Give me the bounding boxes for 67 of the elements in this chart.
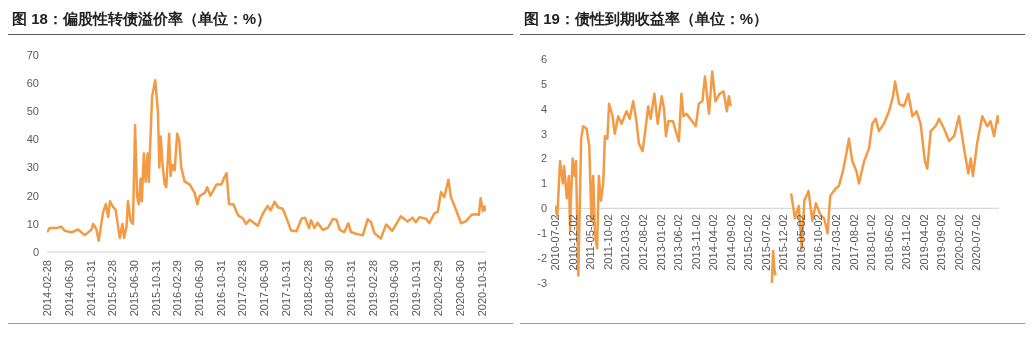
y-tick-label: 4 bbox=[540, 102, 547, 115]
x-tick-label: 2011-10-02 bbox=[601, 214, 614, 270]
x-tick-label: 2018-10-31 bbox=[345, 260, 358, 317]
x-tick-label: 2020-02-02 bbox=[952, 214, 965, 271]
y-tick-label: 40 bbox=[26, 133, 39, 146]
x-tick-label: 2017-02-28 bbox=[236, 260, 249, 317]
x-tick-label: 2010-07-02 bbox=[549, 214, 561, 271]
x-tick-label: 2017-08-02 bbox=[847, 214, 860, 271]
x-tick-label: 2018-01-02 bbox=[865, 214, 878, 271]
x-tick-label: 2017-03-02 bbox=[829, 214, 842, 271]
x-tick-label: 2019-06-30 bbox=[388, 260, 401, 317]
x-tick-label: 2013-11-02 bbox=[689, 214, 702, 270]
y-tick-label: 20 bbox=[26, 189, 39, 202]
x-tick-label: 2020-10-31 bbox=[475, 260, 488, 317]
y-tick-label: 6 bbox=[540, 52, 547, 65]
x-tick-label: 2014-06-30 bbox=[62, 260, 75, 317]
y-tick-label: 1 bbox=[540, 177, 547, 190]
x-tick-label: 2012-03-02 bbox=[619, 214, 632, 271]
x-tick-label: 2020-07-02 bbox=[970, 214, 983, 271]
x-tick-label: 2018-06-02 bbox=[882, 214, 895, 271]
y-tick-label: 30 bbox=[26, 161, 39, 174]
y-tick-label: 2 bbox=[540, 152, 547, 165]
chart-title: 图 19：债性到期收益率（单位：%） bbox=[520, 8, 1025, 35]
line-series bbox=[47, 79, 486, 242]
y-tick-label: 0 bbox=[32, 245, 39, 258]
x-tick-label: 2011-05-02 bbox=[584, 214, 597, 270]
y-tick-label: -3 bbox=[537, 276, 547, 289]
x-tick-label: 2016-06-30 bbox=[193, 260, 206, 317]
x-tick-label: 2017-10-31 bbox=[280, 260, 293, 317]
x-tick-label: 2019-10-31 bbox=[410, 260, 423, 317]
x-tick-label: 2019-04-02 bbox=[917, 214, 930, 271]
x-tick-label: 2019-09-02 bbox=[935, 214, 948, 271]
x-tick-label: 2018-02-28 bbox=[301, 260, 314, 317]
x-tick-label: 2014-10-31 bbox=[84, 260, 97, 317]
x-tick-label: 2013-06-02 bbox=[671, 214, 684, 271]
x-tick-label: 2015-12-02 bbox=[777, 214, 790, 271]
y-tick-label: 5 bbox=[540, 77, 547, 90]
x-tick-label: 2014-09-02 bbox=[724, 214, 737, 271]
x-tick-label: 2016-02-29 bbox=[171, 260, 184, 317]
x-tick-label: 2017-06-30 bbox=[258, 260, 271, 317]
x-tick-label: 2018-06-30 bbox=[323, 260, 336, 317]
x-tick-label: 2015-02-28 bbox=[106, 260, 119, 317]
x-tick-label: 2015-07-02 bbox=[759, 214, 772, 271]
x-tick-label: 2016-10-31 bbox=[215, 260, 228, 317]
x-tick-label: 2015-06-30 bbox=[127, 260, 140, 317]
y-tick-label: 0 bbox=[540, 202, 547, 215]
x-tick-label: 2020-02-29 bbox=[431, 260, 444, 317]
x-tick-label: 2018-11-02 bbox=[900, 214, 913, 270]
x-tick-label: 2012-08-02 bbox=[636, 214, 649, 271]
x-tick-label: 2014-02-28 bbox=[41, 260, 53, 317]
y-tick-label: 70 bbox=[26, 48, 39, 61]
y-tick-label: 60 bbox=[26, 77, 39, 90]
x-tick-label: 2016-10-02 bbox=[812, 214, 825, 271]
x-tick-label: 2010-12-02 bbox=[566, 214, 579, 271]
x-tick-label: 2015-02-02 bbox=[742, 214, 755, 271]
y-tick-label: -1 bbox=[537, 227, 547, 240]
x-tick-label: 2013-01-02 bbox=[654, 214, 667, 271]
x-tick-label: 2020-06-30 bbox=[453, 260, 466, 317]
x-tick-label: 2015-10-31 bbox=[149, 260, 162, 317]
y-tick-label: 10 bbox=[26, 217, 39, 230]
x-tick-label: 2016-05-02 bbox=[794, 214, 807, 271]
x-tick-label: 2019-02-28 bbox=[366, 260, 379, 317]
x-tick-label: 2014-04-02 bbox=[707, 214, 720, 271]
chart-title: 图 18：偏股性转债溢价率（单位：%） bbox=[8, 8, 513, 35]
y-tick-label: -2 bbox=[537, 252, 547, 265]
y-tick-label: 3 bbox=[540, 127, 547, 140]
y-tick-label: 50 bbox=[26, 105, 39, 118]
